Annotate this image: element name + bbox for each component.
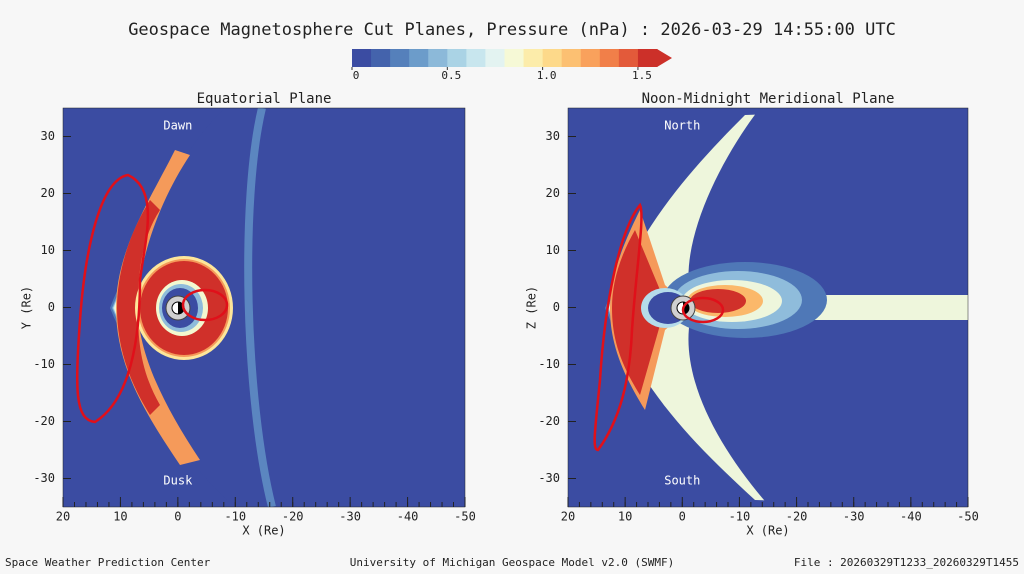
x-axis-label: X (Re) [746,524,789,538]
y-tick-label: -10 [538,357,560,371]
x-tick-label: -50 [454,510,476,524]
colorbar-swatch [523,49,544,67]
colorbar-arrow [657,49,672,67]
x-tick-label: -20 [282,510,304,524]
x-axis-label: X (Re) [242,524,285,538]
plot-frame [62,107,466,508]
colorbar-swatch [466,49,486,67]
colorbar-swatch [561,49,582,67]
y-axis-label: Z (Re) [525,286,539,329]
plot-frame [567,107,969,508]
x-tick-label: -10 [224,510,246,524]
x-tick-label: 20 [56,510,70,524]
x-tick-label: -50 [957,510,979,524]
y-tick-label: 20 [546,186,560,200]
colorbar-swatch [371,49,391,67]
colorbar-swatch [618,49,639,67]
x-tick-label: 10 [618,510,632,524]
annotation: North [664,119,700,133]
x-tick-label: 10 [113,510,127,524]
y-tick-label: 10 [41,243,55,257]
annotation: Dusk [163,474,193,488]
y-tick-label: 30 [41,129,55,143]
x-tick-label: 0 [174,510,181,524]
page-title: Geospace Magnetosphere Cut Planes, Press… [128,20,896,40]
equatorial-field [63,108,465,507]
y-tick-label: 0 [48,300,55,314]
x-tick-label: -40 [397,510,419,524]
colorbar-tick-label: 1.5 [632,69,652,82]
x-tick-label: -30 [339,510,361,524]
x-tick-label: -20 [786,510,808,524]
y-axis-label: Y (Re) [20,286,34,329]
colorbar-tick-label: 0.5 [441,69,461,82]
colorbar-swatch [390,49,410,67]
colorbar-swatch [447,49,467,67]
colorbar-swatch [504,49,525,67]
x-tick-label: 0 [679,510,686,524]
colorbar-tick-label: 1.0 [537,69,557,82]
y-tick-label: 0 [553,300,560,314]
colorbar-swatch [599,49,620,67]
panel-title: Noon-Midnight Meridional Plane [642,91,895,107]
y-tick-label: -20 [33,414,55,428]
colorbar-swatch [485,49,505,67]
footer-left: Space Weather Prediction Center [5,556,211,569]
footer-center: University of Michigan Geospace Model v2… [350,556,675,569]
y-tick-label: -30 [33,471,55,485]
y-tick-label: -20 [538,414,560,428]
annotation: South [664,474,700,488]
y-tick-label: 10 [546,243,560,257]
colorbar-swatch [409,49,429,67]
colorbar-swatch [352,49,372,67]
x-tick-label: 20 [561,510,575,524]
x-tick-label: -30 [843,510,865,524]
colorbar-swatch [542,49,563,67]
footer-right: File : 20260329T1233_20260329T1455 [794,556,1019,569]
meridional-field [568,108,968,507]
colorbar-swatch [428,49,448,67]
colorbar-tick-label: 0 [353,69,360,82]
x-tick-label: -10 [729,510,751,524]
y-tick-label: 20 [41,186,55,200]
y-tick-label: 30 [546,129,560,143]
panel-title: Equatorial Plane [197,91,332,107]
x-tick-label: -40 [900,510,922,524]
y-tick-label: -30 [538,471,560,485]
y-tick-label: -10 [33,357,55,371]
annotation: Dawn [163,119,192,133]
colorbar-swatch [580,49,601,67]
colorbar-swatch [637,49,658,67]
